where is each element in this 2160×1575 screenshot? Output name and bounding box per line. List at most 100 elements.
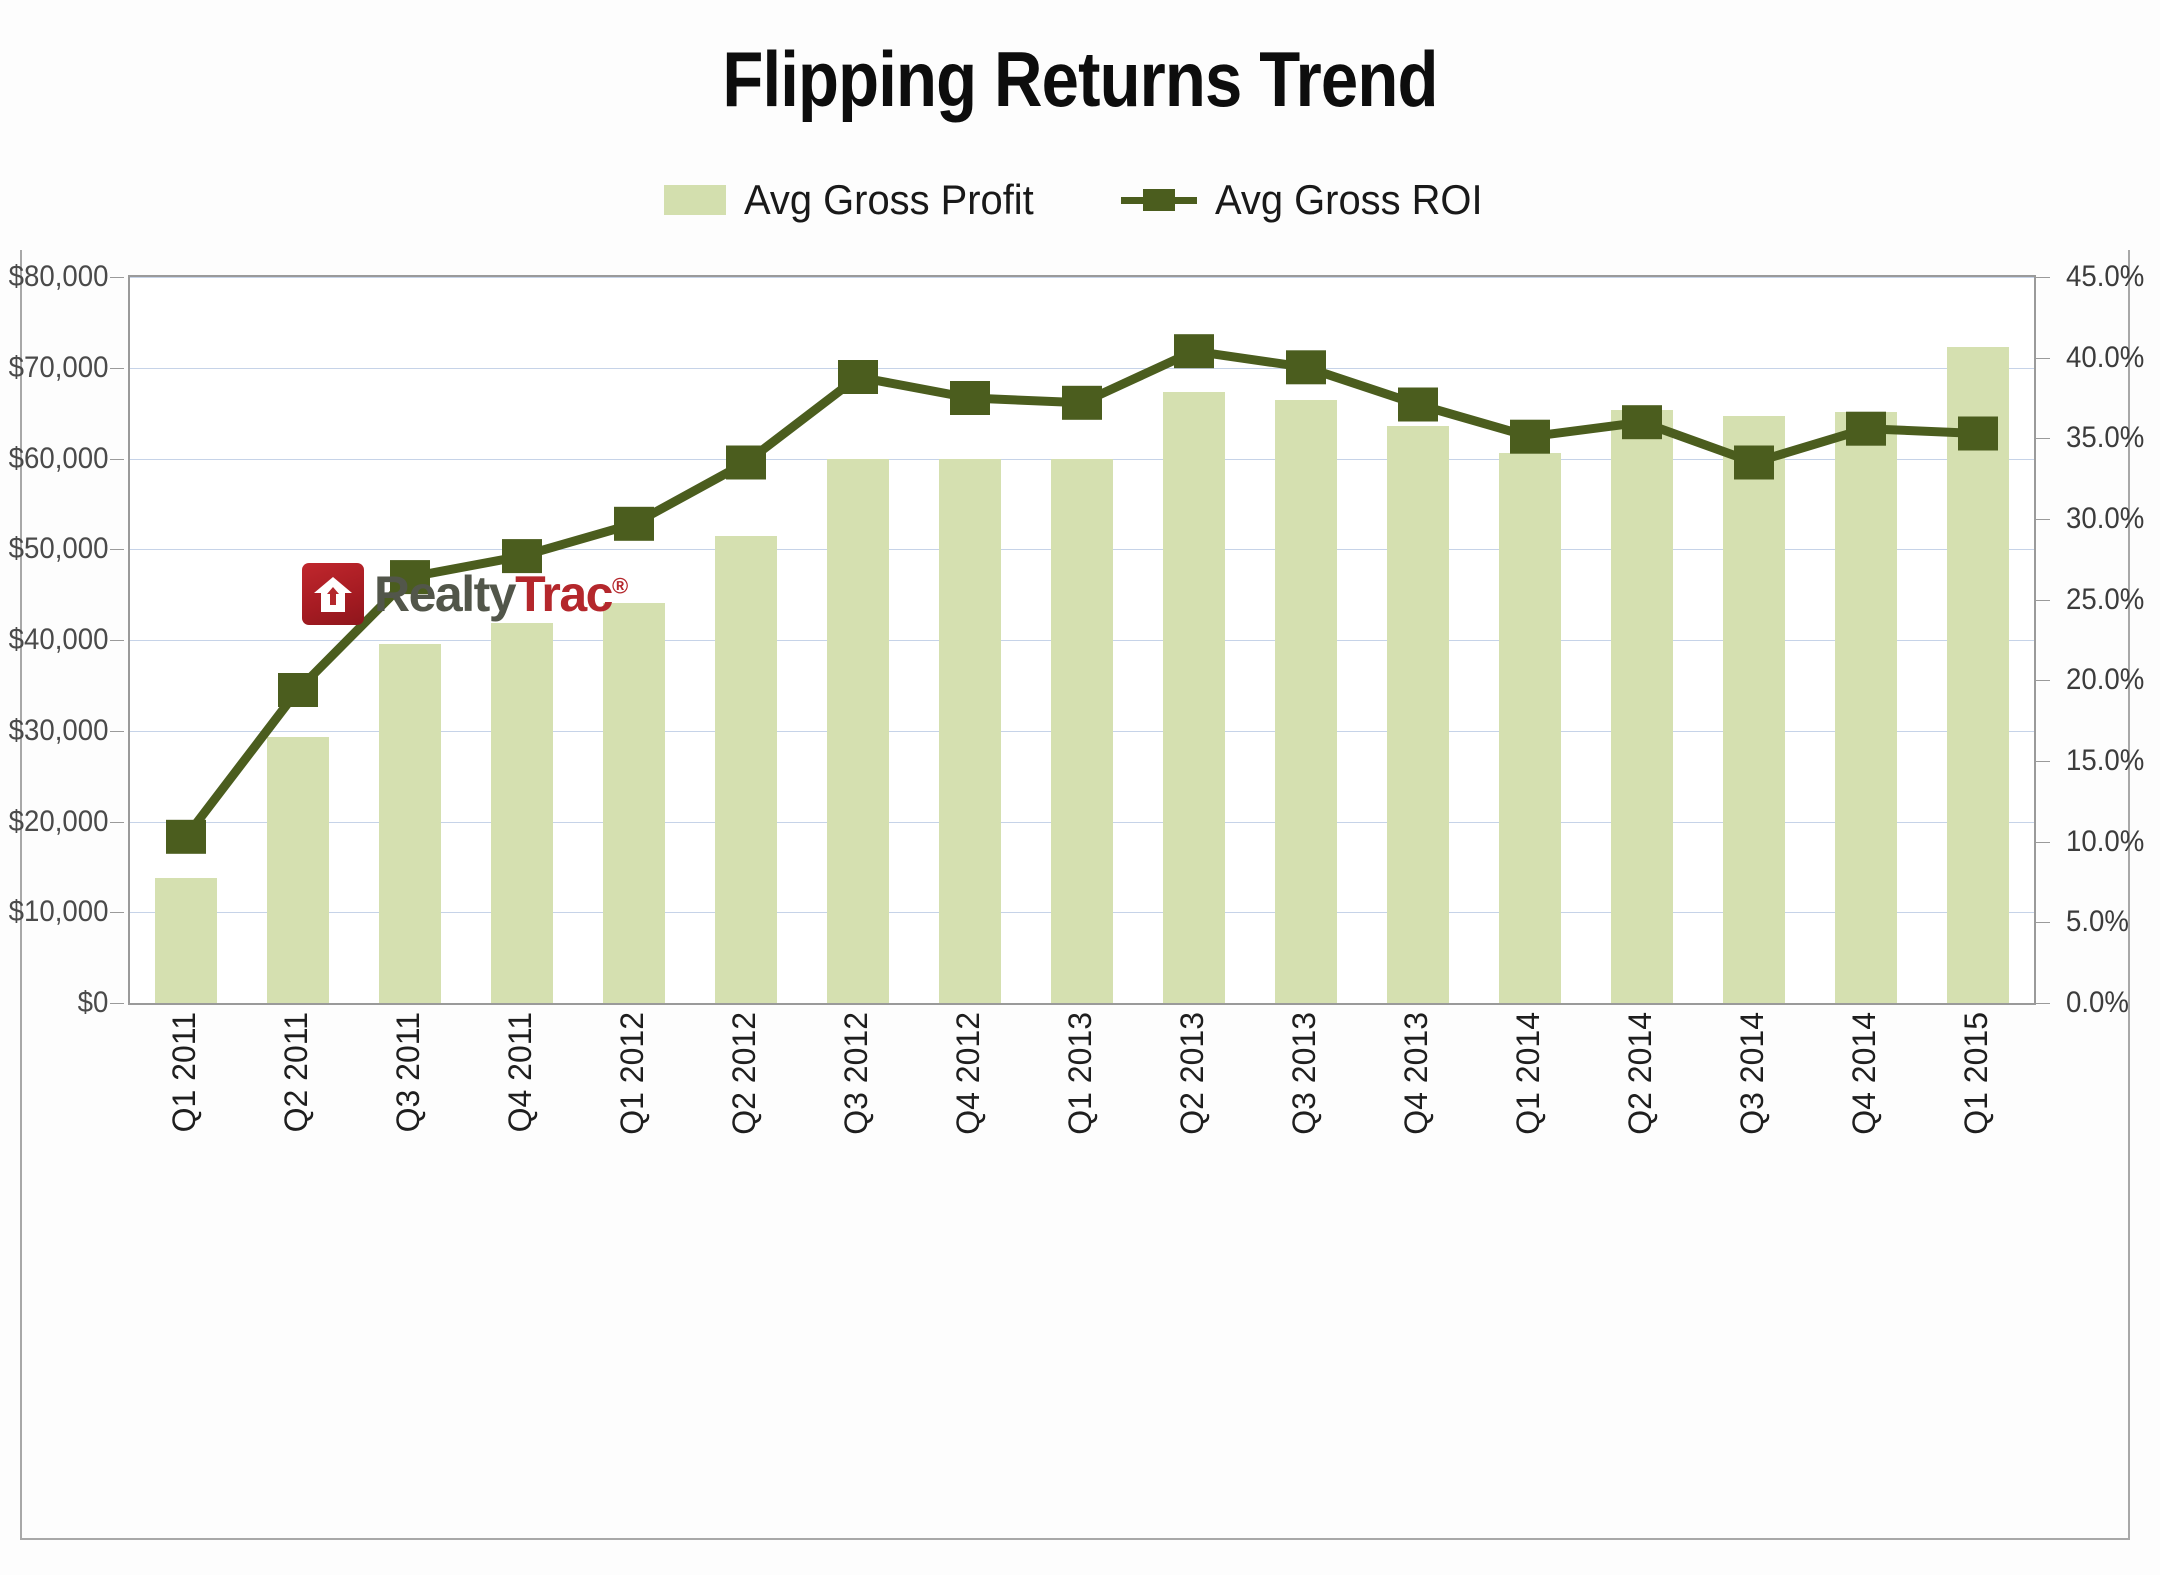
y-axis-right-tick-label: 45.0% (2066, 260, 2145, 293)
roi-data-point-marker (1398, 387, 1438, 422)
y-axis-left-tick-mark (110, 1003, 124, 1004)
roi-data-point-marker (950, 381, 990, 415)
x-axis-tick-label: Q4 2014 (1846, 1012, 1882, 1135)
y-axis-right-tick-label: 25.0% (2066, 582, 2145, 616)
bar (266, 737, 330, 1003)
logo-text-trac: Trac (515, 566, 613, 622)
roi-data-point-marker (502, 539, 542, 574)
y-axis-right-tick-mark (2036, 438, 2050, 440)
bar (1498, 453, 1562, 1003)
roi-data-point-marker (1622, 405, 1662, 440)
bar (1834, 412, 1898, 1003)
x-axis-tick-label: Q2 2012 (726, 1012, 762, 1135)
logo-wordmark: RealtyTrac® (374, 566, 628, 622)
bar (1386, 425, 1450, 1003)
plot-area: RealtyTrac® (128, 275, 2036, 1005)
x-axis-tick-label: Q3 2013 (1286, 1012, 1322, 1135)
roi-data-point-marker (1286, 350, 1326, 385)
y-axis-right-tick-mark (2036, 277, 2050, 278)
roi-data-point-marker (166, 819, 206, 854)
y-axis-right-tick-label: 0.0% (2066, 986, 2129, 1019)
y-axis-left-tick-label: $80,000 (8, 260, 108, 293)
y-axis-left-tick-mark (110, 730, 124, 732)
bar (378, 643, 442, 1003)
x-axis-tick-label: Q3 2012 (838, 1012, 874, 1135)
page-title: Flipping Returns Trend (722, 35, 1438, 123)
x-axis-tick-label: Q4 2011 (502, 1012, 538, 1133)
y-axis-right-tick-label: 5.0% (2066, 905, 2129, 939)
x-axis-tick-label: Q2 2011 (278, 1012, 314, 1133)
frame-border-right (2128, 250, 2130, 1540)
y-axis-left-tick-mark (110, 821, 124, 823)
legend-line-swatch-icon (1120, 187, 1197, 213)
frame-border-bottom (20, 1538, 2130, 1540)
bar (826, 458, 890, 1003)
bar (714, 535, 778, 1003)
y-axis-left-tick-mark (110, 549, 124, 551)
roi-data-point-marker (726, 445, 766, 480)
roi-data-point-marker (838, 360, 878, 394)
y-axis-right-tick-label: 35.0% (2066, 421, 2145, 455)
x-axis-tick-label: Q1 2012 (614, 1012, 650, 1135)
bar (154, 877, 218, 1003)
y-axis-left-tick-label: $70,000 (8, 350, 108, 384)
x-axis-tick-label: Q3 2014 (1734, 1012, 1770, 1135)
bar (490, 622, 554, 1003)
roi-data-point-marker (1958, 416, 1998, 451)
y-axis-right-tick-mark (2036, 922, 2050, 924)
bar (1946, 346, 2010, 1003)
realtytrac-logo: RealtyTrac® (302, 563, 628, 625)
x-axis-tick-label: Q1 2013 (1062, 1012, 1098, 1135)
roi-data-point-marker (1734, 445, 1774, 480)
y-axis-left-tick-mark (110, 912, 124, 914)
y-axis-left-tick-label: $30,000 (8, 713, 108, 747)
roi-data-point-marker (1510, 419, 1550, 454)
x-axis-tick-label: Q3 2011 (390, 1012, 426, 1133)
bar (1274, 400, 1338, 1003)
y-axis-left-tick-mark (110, 458, 124, 460)
y-axis-left-tick-label: $50,000 (8, 532, 108, 566)
legend-label-profit: Avg Gross Profit (743, 176, 1034, 223)
y-axis-left-tick-label: $20,000 (8, 804, 108, 838)
y-axis-right-tick-mark (2036, 1003, 2050, 1004)
frame-border-left (20, 250, 22, 1540)
y-axis-left: $0 $10,000 $20,000 $30,000 $40,000 $50,000 $60… (0, 260, 124, 1019)
y-axis-right-tick-label: 10.0% (2066, 824, 2145, 858)
x-axis-tick-label: Q1 2011 (166, 1012, 202, 1133)
y-axis-right-tick-label: 30.0% (2066, 502, 2145, 535)
bar (1162, 392, 1226, 1003)
y-axis-left-tick-label: $0 (77, 986, 108, 1019)
logo-registered-icon: ® (611, 573, 628, 599)
legend-label-roi: Avg Gross ROI (1214, 176, 1483, 223)
y-axis-right-tick-mark (2036, 761, 2050, 762)
y-axis-right-tick-label: 40.0% (2066, 340, 2145, 374)
bar (1050, 458, 1114, 1003)
y-axis-left-tick-label: $40,000 (8, 623, 108, 656)
legend-item-avg-gross-profit[interactable]: Avg Gross Profit (663, 176, 1049, 224)
x-axis-tick-label: Q1 2015 (1958, 1012, 1994, 1135)
logo-square-icon (302, 563, 364, 625)
y-axis-right-tick-mark (2036, 519, 2050, 520)
y-axis-right-tick-mark (2036, 841, 2050, 843)
house-icon (314, 577, 352, 613)
x-axis-tick-label: Q1 2014 (1510, 1012, 1546, 1135)
x-axis-tick-label: Q2 2013 (1174, 1012, 1210, 1135)
logo-text-realty: Realty (374, 566, 517, 622)
roi-data-point-marker (278, 673, 318, 707)
chart-legend: Avg Gross Profit Avg Gross ROI (0, 176, 2160, 224)
legend-item-avg-gross-roi[interactable]: Avg Gross ROI (1120, 176, 1497, 224)
y-axis-right-tick-label: 15.0% (2066, 744, 2145, 777)
x-axis-tick-label: Q4 2013 (1398, 1012, 1434, 1135)
roi-data-point-marker (1174, 334, 1214, 369)
roi-data-point-marker (1062, 385, 1102, 420)
y-axis-right-tick-mark (2036, 680, 2050, 682)
y-axis-right-tick-mark (2036, 357, 2050, 359)
gridline (130, 277, 2034, 278)
gridline (130, 367, 2034, 369)
legend-bar-swatch-icon (663, 185, 726, 215)
x-axis-labels: Q1 2011 Q2 2011 Q3 2011 Q4 2011 Q1 2012 Q2 20… (128, 1012, 2036, 1312)
bar (602, 602, 666, 1003)
roi-data-point-marker (390, 560, 430, 595)
y-axis-left-tick-mark (110, 640, 124, 641)
